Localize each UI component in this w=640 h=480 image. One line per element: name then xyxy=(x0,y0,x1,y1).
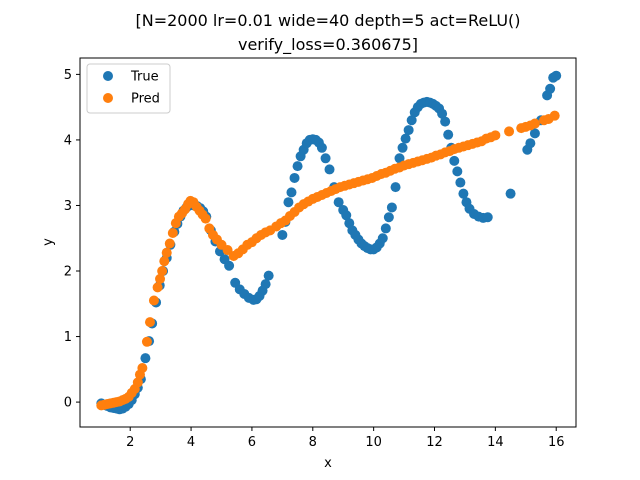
data-point-pred-103 xyxy=(529,118,540,129)
data-point-true-100 xyxy=(443,129,454,140)
data-point-true-120 xyxy=(551,70,562,81)
y-axis-ticks: 0 1 2 3 4 5 xyxy=(64,68,80,411)
data-point-pred-19 xyxy=(155,273,166,284)
data-point-true-47 xyxy=(263,270,274,281)
data-point-true-48 xyxy=(277,229,288,240)
y-tick-label-3: 3 xyxy=(64,199,72,214)
data-point-pred-17 xyxy=(148,295,159,306)
y-tick-label-4: 4 xyxy=(64,133,72,148)
plot-area xyxy=(96,70,562,415)
data-point-true-99 xyxy=(440,116,451,127)
data-point-pred-35 xyxy=(200,213,211,224)
data-point-true-79 xyxy=(377,233,388,244)
x-tick-label-4: 10 xyxy=(365,435,382,450)
x-tick-label-1: 4 xyxy=(187,435,195,450)
data-point-pred-106 xyxy=(549,110,560,121)
x-tick-label-2: 6 xyxy=(248,435,256,450)
data-point-true-83 xyxy=(390,182,401,193)
data-point-true-46 xyxy=(260,279,271,290)
legend-marker-true xyxy=(103,71,113,81)
x-tick-label-6: 14 xyxy=(487,435,504,450)
chart-title-line-2: verify_loss=0.360675] xyxy=(238,35,418,55)
data-point-true-82 xyxy=(386,202,397,213)
x-tick-label-3: 8 xyxy=(309,435,317,450)
data-point-pred-18 xyxy=(152,282,163,293)
data-point-true-86 xyxy=(400,133,411,144)
data-point-pred-15 xyxy=(141,336,152,347)
data-point-true-63 xyxy=(324,164,335,175)
legend-marker-pred xyxy=(103,93,113,103)
x-axis-label: x xyxy=(324,456,332,471)
x-tick-label-0: 2 xyxy=(126,435,134,450)
data-point-true-14 xyxy=(140,353,151,364)
data-point-true-103 xyxy=(452,166,463,177)
data-point-pred-22 xyxy=(161,247,172,258)
x-axis-ticks: 2 4 6 8 10 12 14 16 xyxy=(126,427,564,450)
data-point-pred-16 xyxy=(144,317,155,328)
data-point-true-98 xyxy=(437,108,448,119)
data-point-true-102 xyxy=(449,155,460,166)
data-point-true-111 xyxy=(482,212,493,223)
data-point-true-118 xyxy=(545,83,556,94)
axes-frame xyxy=(79,57,577,428)
legend-label-pred: Pred xyxy=(131,92,160,107)
data-point-true-114 xyxy=(525,138,536,149)
data-point-true-50 xyxy=(283,197,294,208)
y-axis-label: y xyxy=(41,238,56,246)
y-tick-label-5: 5 xyxy=(64,68,72,83)
data-point-true-51 xyxy=(286,187,297,198)
data-point-true-52 xyxy=(289,172,300,183)
data-point-true-65 xyxy=(333,197,344,208)
data-point-true-87 xyxy=(403,125,414,136)
data-point-true-85 xyxy=(397,142,408,153)
data-point-pred-24 xyxy=(167,228,178,238)
data-point-true-67 xyxy=(341,210,352,221)
series-pred xyxy=(96,110,560,411)
data-point-true-112 xyxy=(505,188,516,199)
y-tick-label-1: 1 xyxy=(64,330,72,345)
data-point-pred-98 xyxy=(490,130,501,141)
data-point-true-62 xyxy=(320,153,331,164)
data-point-true-115 xyxy=(529,128,540,139)
data-point-true-84 xyxy=(394,153,405,164)
data-point-pred-21 xyxy=(159,256,170,267)
chart-title-line-1: [N=2000 lr=0.01 wide=40 depth=5 act=ReLU… xyxy=(135,11,520,30)
data-point-true-81 xyxy=(383,212,394,223)
data-point-true-61 xyxy=(316,142,327,153)
data-point-pred-20 xyxy=(157,266,168,277)
data-point-true-105 xyxy=(458,188,469,199)
legend: True Pred xyxy=(86,63,171,114)
y-tick-label-0: 0 xyxy=(64,396,72,411)
x-tick-label-5: 12 xyxy=(426,435,443,450)
data-point-true-37 xyxy=(224,260,235,271)
data-point-true-104 xyxy=(455,177,466,188)
data-point-pred-23 xyxy=(164,238,175,249)
data-point-pred-12 xyxy=(132,377,143,388)
y-tick-label-2: 2 xyxy=(64,265,72,280)
data-point-true-53 xyxy=(292,161,303,172)
data-point-true-80 xyxy=(380,223,391,234)
series-layer xyxy=(96,70,562,415)
data-point-true-88 xyxy=(406,115,417,126)
x-tick-label-7: 16 xyxy=(548,435,565,450)
data-point-pred-99 xyxy=(504,126,515,137)
legend-label-true: True xyxy=(130,70,159,85)
data-point-pred-14 xyxy=(137,363,148,374)
